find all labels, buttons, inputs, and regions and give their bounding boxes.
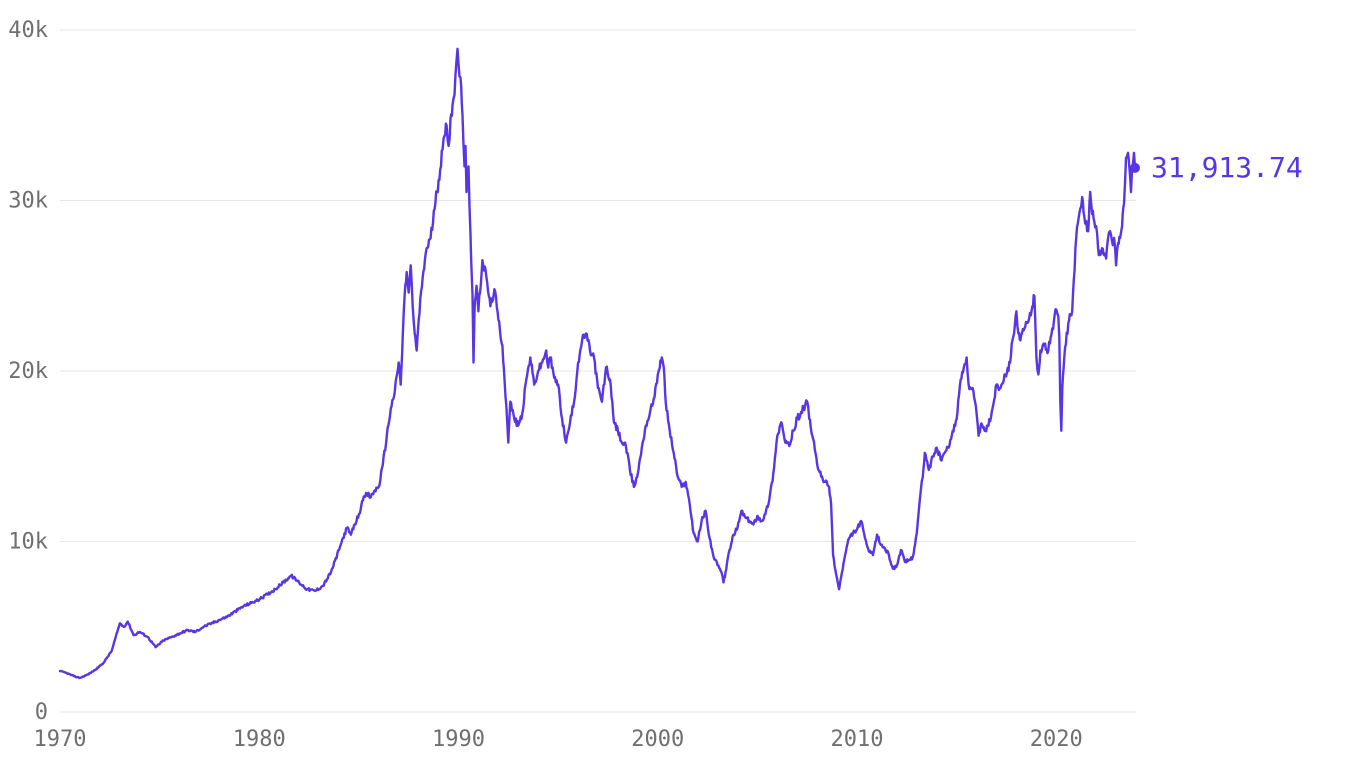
- y-axis-label: 40k: [8, 18, 48, 43]
- y-axis-label: 10k: [8, 530, 48, 555]
- x-axis-label: 1980: [233, 727, 286, 752]
- x-axis-label: 2000: [631, 727, 684, 752]
- y-axis-label: 20k: [8, 359, 48, 384]
- chart-container: 0 10k 20k 30k 40k 1970 1980 1990 2000 2010 2020 31,…: [0, 0, 1366, 768]
- x-axis-label: 2020: [1030, 727, 1083, 752]
- y-axis-label: 30k: [8, 189, 48, 214]
- y-axis-label: 0: [35, 700, 48, 725]
- end-marker-icon: [1130, 163, 1140, 173]
- x-axis-label: 2010: [831, 727, 884, 752]
- line-chart: 0 10k 20k 30k 40k 1970 1980 1990 2000 2010 2020 31,…: [0, 0, 1366, 768]
- x-axis-label: 1970: [34, 727, 87, 752]
- end-value-label: 31,913.74: [1151, 151, 1303, 184]
- data-line: [60, 49, 1135, 678]
- x-axis-label: 1990: [432, 727, 485, 752]
